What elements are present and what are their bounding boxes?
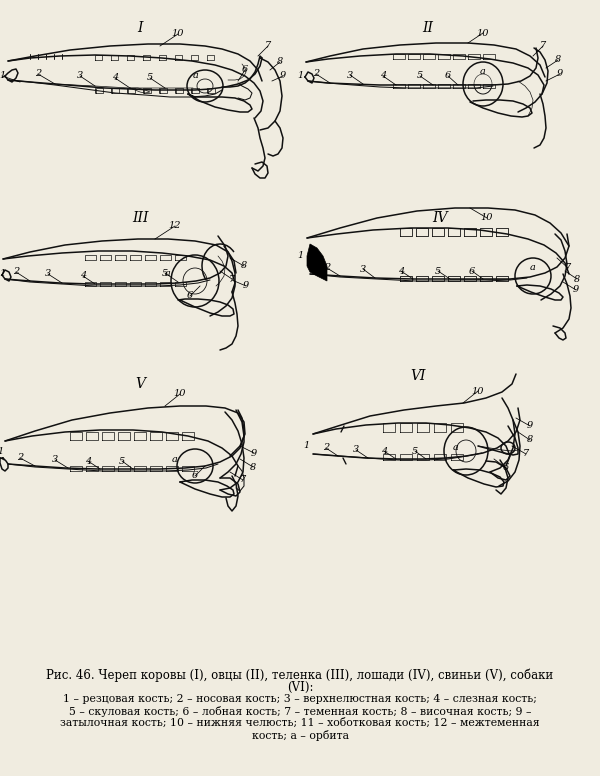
Text: 2: 2 (17, 453, 23, 462)
Text: 7: 7 (540, 41, 546, 50)
Text: 3: 3 (353, 445, 359, 455)
Text: VI: VI (410, 369, 426, 383)
Text: 9: 9 (251, 449, 257, 458)
Text: 7: 7 (240, 476, 246, 484)
Text: 8: 8 (574, 275, 580, 283)
Text: 6: 6 (445, 71, 451, 81)
Text: I: I (137, 21, 143, 35)
Text: 5: 5 (119, 456, 125, 466)
Text: 4: 4 (85, 456, 91, 466)
Text: 5: 5 (435, 266, 441, 275)
Text: 10: 10 (472, 386, 484, 396)
Text: 9: 9 (527, 421, 533, 431)
Text: 1: 1 (303, 442, 309, 451)
Text: 2: 2 (323, 444, 329, 452)
Text: 2: 2 (35, 70, 41, 78)
Text: 8: 8 (555, 56, 561, 64)
Polygon shape (307, 244, 327, 281)
Text: 4: 4 (380, 71, 386, 81)
Text: 1: 1 (297, 71, 303, 81)
Text: 9: 9 (557, 70, 563, 78)
Text: 7: 7 (265, 41, 271, 50)
Text: III: III (132, 211, 148, 225)
Text: 5: 5 (147, 74, 153, 82)
Text: 5: 5 (162, 268, 168, 278)
Text: 8: 8 (241, 262, 247, 271)
Text: 2: 2 (324, 264, 330, 272)
Text: 10: 10 (481, 213, 493, 223)
Text: a: a (453, 444, 459, 452)
Text: (VI):: (VI): (287, 681, 313, 694)
Text: 4: 4 (398, 266, 404, 275)
Text: 9: 9 (280, 71, 286, 81)
Text: 1: 1 (0, 446, 3, 456)
Text: 1: 1 (0, 269, 5, 279)
Text: 3: 3 (347, 71, 353, 79)
Text: 8: 8 (250, 462, 256, 472)
Text: IV: IV (432, 211, 448, 225)
Text: 3: 3 (45, 269, 51, 279)
Text: a: a (530, 262, 536, 272)
Text: Рис. 46. Череп коровы (I), овцы (II), теленка (III), лошади (IV), свиньи (V), со: Рис. 46. Череп коровы (I), овцы (II), те… (46, 668, 554, 681)
Text: 7: 7 (229, 275, 235, 283)
Text: 5: 5 (412, 446, 418, 456)
Text: 10: 10 (477, 29, 489, 37)
Text: 6: 6 (187, 292, 193, 300)
Text: 7: 7 (565, 264, 571, 272)
Text: 2: 2 (313, 70, 319, 78)
Text: 9: 9 (573, 286, 579, 295)
Text: 8: 8 (527, 435, 533, 445)
Text: a: a (165, 268, 171, 278)
Text: 3: 3 (77, 71, 83, 81)
Text: 12: 12 (169, 221, 181, 230)
Text: 2: 2 (13, 268, 19, 276)
Text: 9: 9 (243, 282, 249, 290)
Text: 1 – резцовая кость; 2 – носовая кость; 3 – верхнелюстная кость; 4 – слезная кост: 1 – резцовая кость; 2 – носовая кость; 3… (63, 694, 537, 704)
Text: a: a (480, 68, 486, 77)
Text: 3: 3 (52, 456, 58, 465)
Text: 6: 6 (469, 266, 475, 275)
Text: 6: 6 (242, 65, 248, 74)
Text: 4: 4 (112, 74, 118, 82)
Text: 7: 7 (523, 449, 529, 459)
Text: 1: 1 (0, 71, 5, 81)
Text: 4: 4 (80, 272, 86, 280)
Text: 5 – скуловая кость; 6 – лобная кость; 7 – теменная кость; 8 – височная кость; 9 : 5 – скуловая кость; 6 – лобная кость; 7 … (69, 706, 531, 717)
Text: 4: 4 (381, 446, 387, 456)
Text: кость; a – орбита: кость; a – орбита (251, 730, 349, 741)
Text: a: a (172, 455, 178, 463)
Text: II: II (422, 21, 433, 35)
Text: 1: 1 (297, 251, 303, 261)
Text: 6: 6 (192, 472, 198, 480)
Text: 5: 5 (417, 71, 423, 81)
Text: 10: 10 (172, 29, 184, 39)
Text: V: V (135, 377, 145, 391)
Text: a: a (193, 71, 199, 79)
Text: 6: 6 (503, 463, 509, 473)
Text: 8: 8 (277, 57, 283, 67)
Text: 3: 3 (360, 265, 366, 273)
Text: 10: 10 (174, 390, 186, 399)
Text: затылочная кость; 10 – нижняя челюсть; 11 – хоботковая кость; 12 – межтеменная: затылочная кость; 10 – нижняя челюсть; 1… (60, 718, 540, 728)
